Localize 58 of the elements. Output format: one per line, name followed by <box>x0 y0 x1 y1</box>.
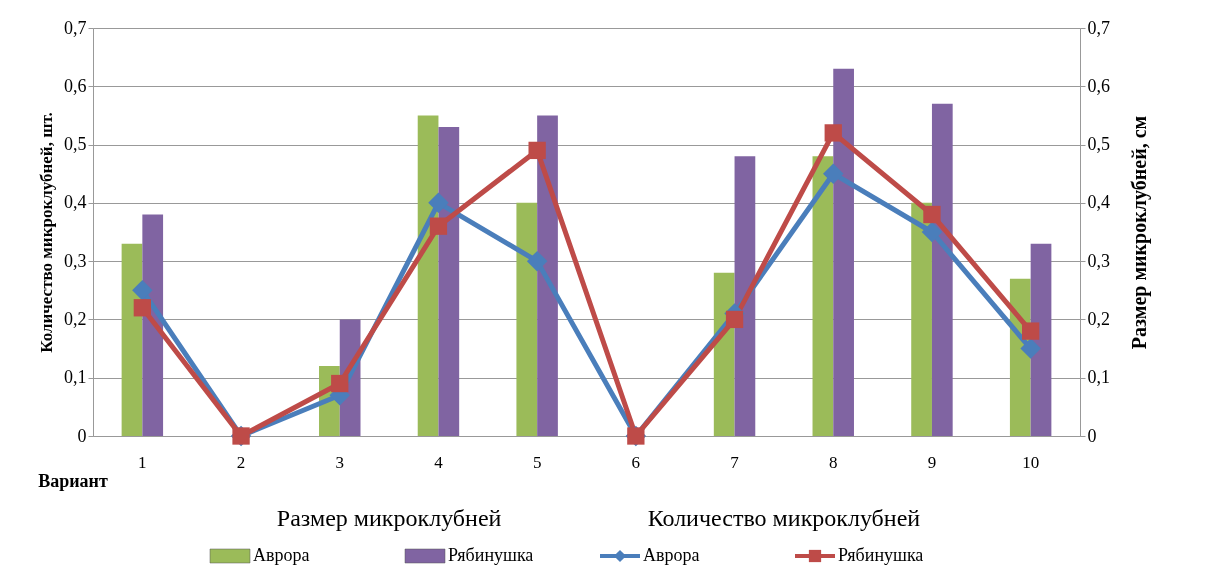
y-tick-label: 0,2 <box>64 308 87 329</box>
legend-label: Аврора <box>643 545 700 565</box>
point <box>429 217 448 235</box>
y-tick-label: 0 <box>77 425 87 446</box>
x-tick-label: 4 <box>434 452 444 472</box>
bar <box>1030 243 1052 436</box>
y-tick-label: 0,1 <box>64 367 87 388</box>
y2-axis-title: Размер микроклубней, см <box>1128 115 1151 350</box>
bar <box>438 127 460 436</box>
x-tick-label: 1 <box>138 452 147 472</box>
x-axis-title: Вариант <box>38 471 108 491</box>
legend-label: Рябинушка <box>838 545 924 565</box>
point <box>823 163 844 184</box>
y-tick-label: 0,3 <box>64 250 87 271</box>
y-tick-label: 0,4 <box>64 192 87 213</box>
bar <box>931 103 953 436</box>
x-tick-label: 9 <box>927 452 937 472</box>
point <box>725 310 744 329</box>
y2-tick-label: 0,1 <box>1087 367 1110 388</box>
bar <box>734 156 756 436</box>
point <box>132 280 153 301</box>
x-tick-label: 2 <box>236 452 246 472</box>
y2-tick-label: 0 <box>1087 425 1097 446</box>
point <box>331 374 349 393</box>
point <box>1020 338 1041 359</box>
x-tick-label: 5 <box>532 452 542 472</box>
point <box>921 221 943 243</box>
x-tick-label: 6 <box>631 452 641 472</box>
bar <box>833 68 854 436</box>
bar <box>121 243 143 436</box>
x-tick-label: 8 <box>829 452 838 472</box>
point <box>824 124 842 142</box>
x-tick-label: 3 <box>335 452 344 472</box>
point <box>428 192 449 214</box>
y2-tick-label: 0,7 <box>1087 17 1110 38</box>
y2-tick-label: 0,6 <box>1087 75 1110 96</box>
y2-tick-label: 0,2 <box>1087 308 1110 329</box>
x-tick-label: 10 <box>1022 452 1040 472</box>
text: Размер микроклубней <box>276 505 502 531</box>
y2-tick-label: 0,4 <box>1087 192 1110 213</box>
point <box>133 299 152 317</box>
point <box>923 205 941 224</box>
y2-tick-label: 0,3 <box>1087 250 1110 271</box>
text: Количество микроклубней <box>647 505 921 531</box>
bar <box>911 202 932 436</box>
bar <box>516 202 538 436</box>
point <box>1021 322 1040 340</box>
legend-label: Рябинушка <box>448 545 534 565</box>
point <box>528 141 546 160</box>
x-tick-label: 7 <box>730 452 740 472</box>
bar <box>812 156 834 436</box>
y-tick-label: 0,7 <box>64 17 87 38</box>
point <box>526 250 548 272</box>
y-axis-title: Количество микроклубней, шт. <box>37 112 56 353</box>
legend-label: Аврора <box>253 545 310 565</box>
y-tick-label: 0,6 <box>64 75 87 96</box>
y-tick-label: 0,5 <box>64 134 87 155</box>
y2-tick-label: 0,5 <box>1087 134 1110 155</box>
